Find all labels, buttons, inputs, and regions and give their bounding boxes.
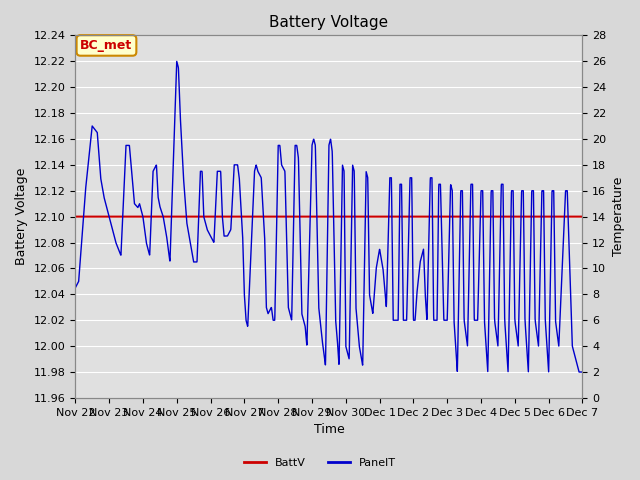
Y-axis label: Battery Voltage: Battery Voltage (15, 168, 28, 265)
Y-axis label: Temperature: Temperature (612, 177, 625, 256)
Legend: BattV, PanelT: BattV, PanelT (239, 453, 401, 472)
X-axis label: Time: Time (314, 423, 344, 436)
Title: Battery Voltage: Battery Voltage (269, 15, 388, 30)
Text: BC_met: BC_met (81, 39, 132, 52)
